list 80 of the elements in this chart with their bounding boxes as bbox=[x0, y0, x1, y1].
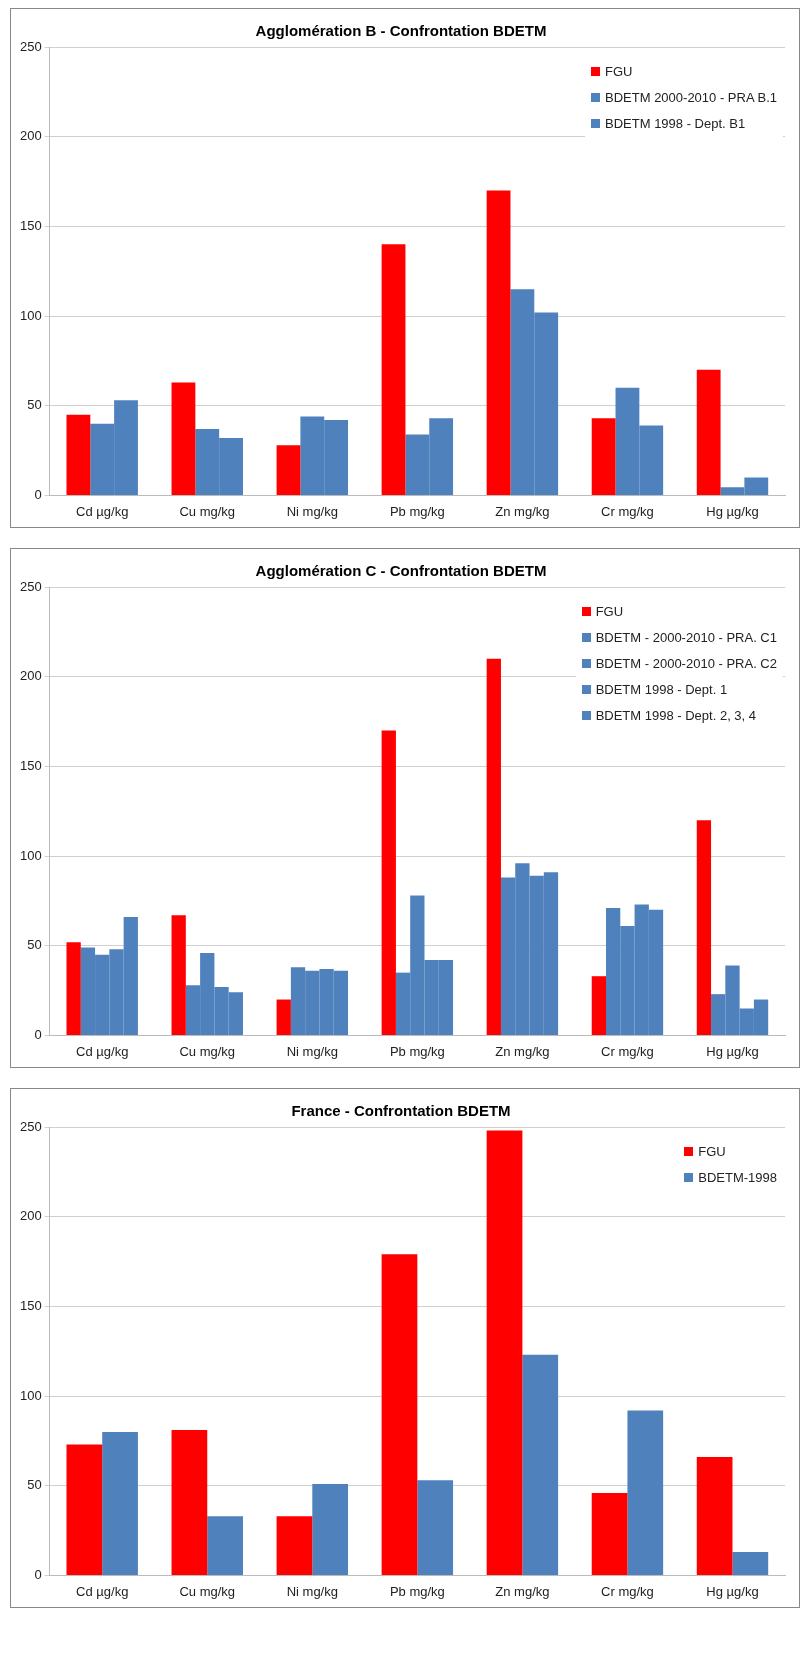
bar bbox=[171, 382, 196, 495]
bar bbox=[66, 1444, 103, 1575]
bar bbox=[591, 418, 616, 495]
bar bbox=[522, 1354, 559, 1575]
y-tick-label: 100 bbox=[19, 307, 42, 323]
y-tick-label: 250 bbox=[19, 1118, 42, 1134]
bar bbox=[276, 445, 301, 495]
bar bbox=[66, 942, 81, 1035]
x-tick-label: Ni mg/kg bbox=[286, 1583, 338, 1599]
bar bbox=[627, 1410, 664, 1575]
bar bbox=[732, 1552, 769, 1575]
bar bbox=[312, 1483, 349, 1575]
y-tick-label: 100 bbox=[19, 1387, 42, 1403]
x-tick-label: Cr mg/kg bbox=[601, 1583, 654, 1599]
y-tick-label: 0 bbox=[34, 486, 42, 502]
y-tick-label: 0 bbox=[34, 1566, 42, 1582]
y-tick-label: 200 bbox=[19, 1208, 42, 1224]
x-tick-label: Pb mg/kg bbox=[389, 1583, 445, 1599]
x-tick-label: Hg µg/kg bbox=[706, 1043, 759, 1059]
legend-label: BDETM-1998 bbox=[697, 1169, 777, 1187]
x-tick-label: Cd µg/kg bbox=[76, 1583, 129, 1599]
x-tick-label: Pb mg/kg bbox=[389, 1043, 445, 1059]
y-tick-label: 0 bbox=[34, 1026, 42, 1042]
bar bbox=[486, 658, 501, 1035]
bar bbox=[171, 1430, 208, 1575]
bar bbox=[696, 369, 721, 495]
legend-label: BDETM 1998 - Dept. 2, 3, 4 bbox=[594, 707, 758, 725]
bar bbox=[591, 976, 607, 1035]
x-tick-label: Hg µg/kg bbox=[706, 503, 759, 519]
bar bbox=[696, 1457, 733, 1575]
y-tick-label: 250 bbox=[19, 578, 42, 594]
bar bbox=[417, 1480, 454, 1575]
bar bbox=[102, 1431, 138, 1575]
x-tick-label: Hg µg/kg bbox=[706, 1583, 759, 1599]
x-tick-label: Pb mg/kg bbox=[389, 503, 445, 519]
bar bbox=[696, 820, 712, 1035]
x-tick-label: Cr mg/kg bbox=[601, 503, 654, 519]
x-tick-label: Cu mg/kg bbox=[179, 1043, 236, 1059]
legend-label: BDETM - 2000-2010 - PRA. C2 bbox=[594, 655, 777, 673]
legend-label: BDETM 2000-2010 - PRA B.1 bbox=[604, 89, 777, 107]
legend-label: FGU bbox=[697, 1143, 727, 1161]
bar bbox=[207, 1516, 243, 1575]
x-tick-label: Cu mg/kg bbox=[179, 503, 236, 519]
chart-title: Agglomération C - Confrontation BDETM bbox=[255, 562, 547, 580]
chart-title: France - Confrontation BDETM bbox=[291, 1102, 511, 1120]
bar bbox=[381, 1254, 418, 1575]
x-tick-label: Ni mg/kg bbox=[286, 1043, 338, 1059]
y-tick-label: 50 bbox=[27, 397, 42, 413]
y-tick-label: 250 bbox=[19, 38, 42, 54]
chart-title: Agglomération B - Confrontation BDETM bbox=[255, 22, 547, 40]
bar bbox=[486, 190, 511, 495]
legend-label: BDETM - 2000-2010 - PRA. C1 bbox=[594, 629, 777, 647]
legend-label: FGU bbox=[604, 63, 634, 81]
x-tick-label: Zn mg/kg bbox=[495, 1043, 550, 1059]
y-tick-label: 200 bbox=[19, 668, 42, 684]
y-tick-label: 150 bbox=[19, 757, 42, 773]
bar bbox=[591, 1492, 628, 1575]
bar bbox=[276, 999, 291, 1035]
x-tick-label: Cr mg/kg bbox=[601, 1043, 654, 1059]
bar bbox=[486, 1130, 523, 1575]
y-tick-label: 150 bbox=[19, 217, 42, 233]
y-tick-label: 50 bbox=[27, 1477, 42, 1493]
y-tick-label: 150 bbox=[19, 1297, 42, 1313]
x-tick-label: Cd µg/kg bbox=[76, 1043, 129, 1059]
x-tick-label: Cd µg/kg bbox=[76, 503, 129, 519]
bar bbox=[66, 414, 91, 495]
y-tick-label: 200 bbox=[19, 128, 42, 144]
x-tick-label: Ni mg/kg bbox=[286, 503, 338, 519]
y-tick-label: 50 bbox=[27, 937, 42, 953]
x-tick-label: Zn mg/kg bbox=[495, 1583, 550, 1599]
legend-label: BDETM 1998 - Dept. B1 bbox=[604, 115, 747, 133]
x-tick-label: Cu mg/kg bbox=[179, 1583, 236, 1599]
bar bbox=[171, 915, 186, 1035]
x-tick-label: Zn mg/kg bbox=[495, 503, 550, 519]
legend-label: BDETM 1998 - Dept. 1 bbox=[594, 681, 729, 699]
bar bbox=[381, 244, 406, 495]
y-tick-label: 100 bbox=[19, 847, 42, 863]
bar bbox=[276, 1516, 313, 1575]
legend-label: FGU bbox=[594, 603, 625, 621]
bar bbox=[381, 730, 396, 1035]
